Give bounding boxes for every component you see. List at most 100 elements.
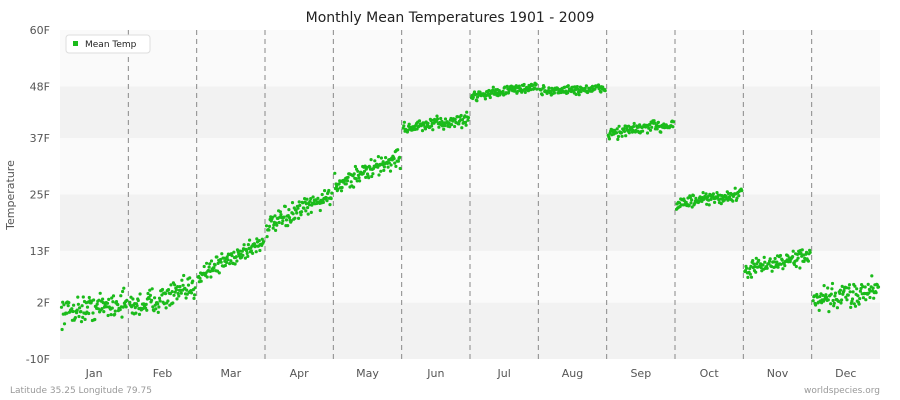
data-point [645,131,650,135]
data-point [172,293,176,297]
data-point [280,221,284,225]
data-point [245,249,249,253]
data-point [303,197,307,201]
data-point [330,191,334,195]
data-point [754,256,758,260]
data-point [226,258,230,262]
data-point [218,257,223,262]
data-point [833,294,837,298]
data-point [298,203,302,207]
data-point [420,129,425,133]
data-point [659,130,663,134]
data-point [156,302,160,306]
data-point [358,179,362,183]
y-tick-label: 2F [37,297,50,310]
data-point [848,290,852,294]
data-point [166,299,170,303]
data-point [62,303,66,307]
data-point [838,291,842,295]
data-point [171,301,175,305]
data-point [466,116,471,120]
data-point [402,120,406,124]
data-point [740,189,744,193]
data-point [478,90,482,94]
data-point [145,308,149,312]
data-point [845,298,849,302]
data-point [752,262,756,266]
data-point [208,262,212,266]
data-point [829,302,833,306]
data-point [211,269,215,273]
data-point [66,304,70,308]
data-point [772,260,777,264]
data-point [228,262,232,266]
data-point [826,286,830,290]
data-point [450,123,454,127]
data-point [781,267,785,271]
data-point [864,298,868,302]
data-point [443,124,447,128]
data-point [296,206,300,210]
data-point [116,303,120,307]
data-point [150,287,154,291]
data-point [726,198,730,202]
data-point [818,295,822,299]
data-point [786,254,790,258]
data-point [178,285,182,289]
data-point [398,166,402,171]
data-point [91,311,95,315]
data-point [453,124,457,129]
data-point [584,84,589,88]
data-point [220,252,224,256]
data-point [357,176,361,180]
data-point [367,176,371,180]
data-point [638,123,642,127]
data-point [463,120,468,124]
data-point [258,248,262,253]
data-point [169,283,173,287]
data-point [107,297,111,301]
data-point [690,198,694,202]
data-point [131,297,135,301]
data-point [158,299,162,303]
data-point [574,92,578,96]
data-point [306,206,310,210]
data-point [709,197,713,201]
y-tick-label: 48F [30,80,50,93]
x-tick-label: Mar [220,367,241,380]
data-point [442,127,446,131]
data-point [81,315,85,319]
x-tick-label: Aug [562,367,583,380]
data-point [255,237,259,241]
data-point [291,212,295,216]
data-point [304,209,308,213]
data-point [248,238,252,242]
data-point [270,215,275,219]
data-point [456,115,460,119]
data-point [491,88,495,92]
data-point [706,195,710,199]
data-point [835,306,840,310]
data-point [106,313,110,318]
data-point [92,298,96,302]
data-point [757,258,761,262]
data-point [261,240,266,244]
data-point [181,283,185,287]
data-point [379,156,383,160]
data-point [801,253,806,257]
data-point [180,278,184,282]
data-point [662,122,666,126]
data-point [494,91,498,95]
y-tick-label: 25F [30,189,50,202]
data-point [761,263,765,267]
data-point [407,122,411,126]
data-point [229,259,233,263]
data-point [257,239,261,243]
data-point [281,219,285,223]
data-point [245,251,249,256]
data-point [334,182,338,186]
data-point [386,165,390,169]
data-point [260,237,264,241]
data-point [174,288,178,292]
data-point [847,283,852,287]
